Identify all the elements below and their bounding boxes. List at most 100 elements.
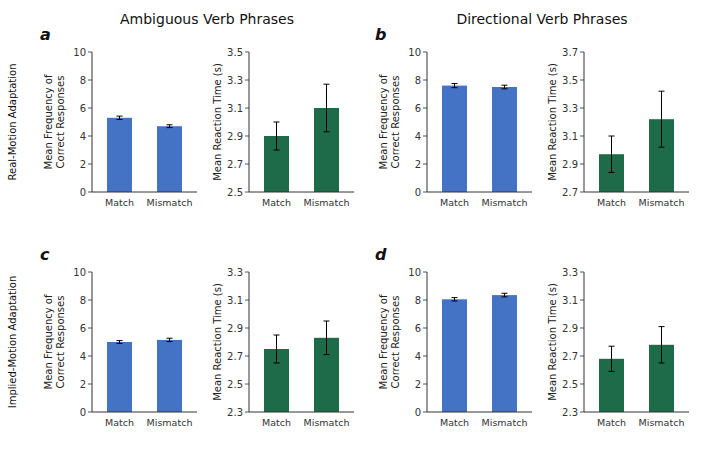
- y-tick: [580, 52, 584, 53]
- error-bar: [609, 346, 615, 371]
- y-tick: [88, 300, 92, 301]
- column-title: Directional Verb Phrases: [456, 11, 627, 27]
- y-tick: [245, 272, 249, 273]
- y-tick-label: 8: [80, 75, 86, 86]
- y-tick: [580, 300, 584, 301]
- y-tick: [580, 192, 584, 193]
- y-tick-label: 2.7: [562, 187, 578, 198]
- y-tick-label: 2.9: [562, 159, 578, 170]
- y-tick: [88, 108, 92, 109]
- bar: [492, 295, 517, 412]
- y-axis-label: Correct Responses: [390, 296, 401, 389]
- figure: 0246810MatchMismatchMean Frequency ofCor…: [0, 0, 717, 470]
- y-axis: [584, 272, 585, 412]
- y-tick-label: 0: [80, 407, 86, 418]
- x-tick-label: Mismatch: [304, 417, 350, 428]
- bar: [107, 342, 132, 412]
- x-tick-label: Mismatch: [639, 197, 685, 208]
- y-tick: [423, 52, 427, 53]
- marks: [599, 91, 674, 192]
- y-tick: [580, 412, 584, 413]
- y-tick-label: 2: [415, 379, 421, 390]
- y-axis-label: Mean Reaction Time (s): [547, 63, 558, 181]
- y-axis: [92, 52, 93, 192]
- x-tick-label: Match: [597, 197, 626, 208]
- error-bar: [609, 136, 615, 172]
- y-tick-label: 3.7: [562, 47, 578, 58]
- y-tick: [245, 52, 249, 53]
- y-tick: [245, 300, 249, 301]
- y-tick: [423, 80, 427, 81]
- row-label: Real-Motion Adaptation: [7, 64, 18, 181]
- y-tick-label: 10: [73, 267, 86, 278]
- y-tick: [245, 136, 249, 137]
- y-tick: [245, 108, 249, 109]
- y-tick-label: 3.3: [227, 75, 243, 86]
- y-tick: [580, 164, 584, 165]
- error-bar: [502, 85, 508, 89]
- error-bar: [117, 116, 123, 119]
- y-tick-label: 8: [415, 75, 421, 86]
- y-tick-label: 2.7: [562, 351, 578, 362]
- error-bar: [274, 122, 280, 150]
- y-tick: [88, 164, 92, 165]
- error-bar: [324, 84, 330, 132]
- bar: [442, 299, 467, 412]
- y-tick-label: 3.1: [562, 131, 578, 142]
- y-tick-label: 3.1: [562, 295, 578, 306]
- y-tick-label: 2: [80, 379, 86, 390]
- y-tick: [580, 80, 584, 81]
- y-tick-label: 0: [415, 407, 421, 418]
- y-tick-label: 2.9: [562, 323, 578, 334]
- y-axis-label: Mean Frequency of: [378, 74, 389, 169]
- row-label: Implied-Motion Adaptation: [7, 276, 18, 408]
- y-axis-label: Correct Responses: [55, 76, 66, 169]
- x-axis: [92, 412, 197, 413]
- x-tick-label: Mismatch: [304, 197, 350, 208]
- y-tick-label: 2.7: [227, 159, 243, 170]
- y-tick-label: 3.5: [562, 75, 578, 86]
- x-tick-label: Mismatch: [147, 197, 193, 208]
- y-tick-label: 3.3: [227, 267, 243, 278]
- y-tick: [245, 192, 249, 193]
- y-tick: [423, 164, 427, 165]
- y-tick-label: 3.3: [562, 103, 578, 114]
- y-axis-label: Mean Frequency of: [43, 294, 54, 389]
- x-tick-label: Mismatch: [482, 197, 528, 208]
- y-tick-label: 2: [415, 159, 421, 170]
- panel: 0246810MatchMismatchMean Frequency ofCor…: [7, 11, 294, 208]
- x-tick-label: Match: [440, 197, 469, 208]
- y-tick: [88, 412, 92, 413]
- marks: [264, 321, 339, 412]
- y-tick: [88, 192, 92, 193]
- y-tick-label: 2.3: [562, 407, 578, 418]
- x-tick-label: Mismatch: [482, 417, 528, 428]
- y-tick: [245, 356, 249, 357]
- panel: 0246810MatchMismatchMean Frequency ofCor…: [375, 245, 532, 428]
- y-tick-label: 10: [408, 47, 421, 58]
- marks: [107, 116, 182, 192]
- y-tick-label: 3.3: [562, 267, 578, 278]
- panel: 0246810MatchMismatchMean Frequency ofCor…: [7, 245, 197, 428]
- error-bar: [167, 125, 173, 128]
- y-tick-label: 4: [415, 351, 421, 362]
- y-tick-label: 2.7: [227, 351, 243, 362]
- marks: [599, 327, 674, 412]
- y-axis: [92, 272, 93, 412]
- error-bar: [452, 298, 458, 301]
- y-axis: [249, 52, 250, 192]
- y-tick: [245, 164, 249, 165]
- y-tick: [580, 328, 584, 329]
- y-tick: [580, 272, 584, 273]
- y-tick: [580, 384, 584, 385]
- y-tick-label: 4: [80, 131, 86, 142]
- y-axis: [584, 52, 585, 192]
- y-tick: [88, 80, 92, 81]
- y-tick: [580, 108, 584, 109]
- y-tick-label: 8: [415, 295, 421, 306]
- panel: 0246810MatchMismatchMean Frequency ofCor…: [375, 11, 628, 208]
- y-tick: [423, 192, 427, 193]
- marks: [264, 84, 339, 192]
- y-tick: [423, 328, 427, 329]
- y-axis: [249, 272, 250, 412]
